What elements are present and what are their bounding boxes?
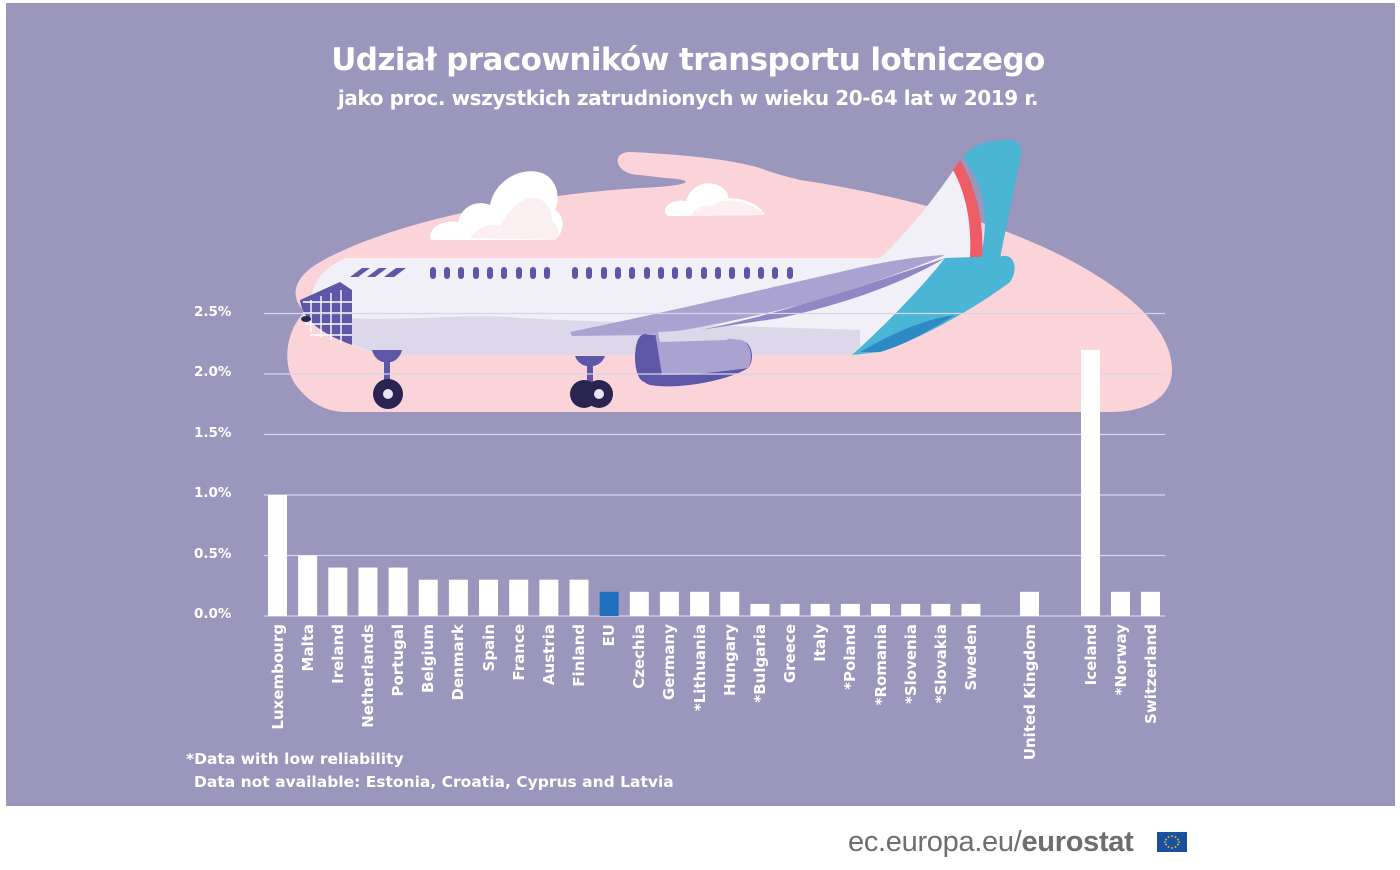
bar-france <box>509 579 529 616</box>
bar-united-kingdom <box>1020 591 1039 616</box>
y-tick-label: 2.5% <box>194 304 232 320</box>
x-tick-label: Sweden <box>961 624 980 691</box>
x-tick-label: Ireland <box>328 624 347 684</box>
bar-czechia <box>629 591 649 616</box>
bar-slovenia <box>901 603 921 616</box>
bar-portugal <box>388 567 408 616</box>
cloud-icon <box>430 171 563 240</box>
bar-series <box>268 349 1160 616</box>
x-tick-label: France <box>509 624 528 681</box>
brand-name: eurostat <box>1021 826 1134 858</box>
bar-finland <box>569 579 589 616</box>
bar-bulgaria <box>750 603 770 616</box>
x-tick-label: Luxembourg <box>268 624 287 730</box>
bar-spain <box>479 579 499 616</box>
x-tick-label: Malta <box>298 624 317 672</box>
bar-belgium <box>418 579 438 616</box>
bar-switzerland <box>1141 591 1160 616</box>
tail-stabilizer <box>852 256 1015 355</box>
x-tick-label: Italy <box>811 624 830 662</box>
x-tick-label: Belgium <box>419 624 438 693</box>
x-tick-label: Germany <box>660 624 679 701</box>
x-tick-label: Switzerland <box>1141 624 1160 724</box>
x-tick-label: *Norway <box>1111 624 1130 696</box>
y-tick-label: 2.0% <box>194 364 232 380</box>
chart-subtitle: jako proc. wszystkich zatrudnionych w wi… <box>337 86 1039 110</box>
y-tick-label: 0.0% <box>194 606 232 622</box>
eurostat-brand-link[interactable]: ec.europa.eu/eurostat <box>848 826 1134 859</box>
x-tick-label: United Kingdom <box>1020 624 1039 761</box>
bar-norway <box>1111 591 1130 616</box>
bar-slovakia <box>931 603 951 616</box>
y-tick-label: 1.5% <box>194 425 232 441</box>
x-tick-label: Denmark <box>449 624 468 701</box>
x-tick-label: Portugal <box>389 624 408 697</box>
bar-netherlands <box>358 567 378 616</box>
landing-gear <box>372 350 613 409</box>
y-tick-label: 0.5% <box>194 546 232 562</box>
bar-poland <box>840 603 860 616</box>
bar-italy <box>810 603 830 616</box>
x-tick-label: Netherlands <box>358 624 377 728</box>
eu-flag-icon <box>1157 832 1187 852</box>
bar-greece <box>780 603 800 616</box>
bar-luxembourg <box>268 495 287 616</box>
x-tick-label: *Slovenia <box>901 624 920 704</box>
tail-fin <box>880 140 1021 258</box>
bar-denmark <box>448 579 468 616</box>
airplane-windows <box>430 267 793 279</box>
bar-sweden <box>961 603 981 616</box>
bar-ireland <box>328 567 348 616</box>
x-tick-label: *Poland <box>841 624 860 690</box>
footnote-not-available: Data not available: Estonia, Croatia, Cy… <box>194 773 674 791</box>
cloud-icon <box>664 183 765 216</box>
x-tick-label: *Bulgaria <box>750 624 769 703</box>
bar-malta <box>298 555 318 616</box>
x-tick-label: Greece <box>781 624 800 684</box>
chart-title: Udział pracowników transportu lotniczego <box>331 42 1045 78</box>
bar-romania <box>871 603 890 616</box>
brand-prefix: ec.europa.eu/ <box>848 826 1022 858</box>
footnote-low-reliability: *Data with low reliability <box>186 750 404 768</box>
x-tick-label: *Slovakia <box>931 624 950 704</box>
y-tick-label: 1.0% <box>194 485 232 501</box>
x-tick-label: EU <box>600 624 619 647</box>
bar-eu <box>599 591 619 616</box>
x-tick-label: Iceland <box>1081 624 1100 686</box>
bar-hungary <box>720 591 740 616</box>
gridlines <box>264 312 1165 617</box>
bar-lithuania <box>690 591 710 616</box>
x-tick-label: Czechia <box>630 624 649 689</box>
airplane-wing <box>570 255 945 336</box>
x-tick-label: Hungary <box>720 624 739 696</box>
bar-germany <box>659 591 679 616</box>
x-tick-label: Finland <box>570 624 588 687</box>
x-tick-label: *Lithuania <box>690 624 709 712</box>
x-tick-label: Spain <box>479 624 498 672</box>
x-tick-label: Austria <box>539 624 558 686</box>
bar-iceland <box>1081 349 1100 616</box>
x-tick-label: *Romania <box>871 624 890 706</box>
bar-austria <box>539 579 559 616</box>
